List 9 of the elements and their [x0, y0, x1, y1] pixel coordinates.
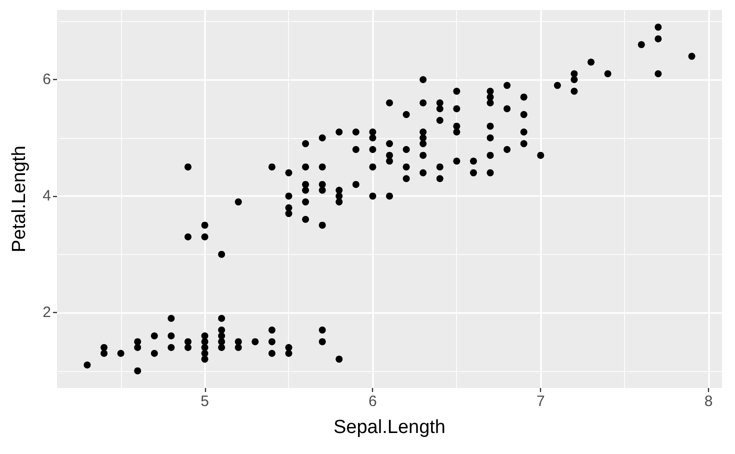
- y-tick-label: 4: [42, 188, 51, 205]
- x-tick-label: 8: [704, 393, 713, 410]
- x-tick-label: 6: [368, 393, 377, 410]
- x-tick-label: 7: [536, 393, 545, 410]
- y-axis-title: Petal.Length: [9, 146, 30, 252]
- x-tick-label: 5: [200, 393, 209, 410]
- y-tick-label: 6: [42, 71, 51, 88]
- x-axis-title: Sepal.Length: [334, 417, 446, 438]
- y-tick-label: 2: [42, 304, 51, 322]
